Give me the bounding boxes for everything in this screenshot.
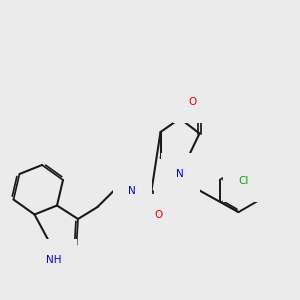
- Text: O: O: [189, 97, 197, 107]
- Text: N: N: [176, 169, 184, 179]
- Text: NH: NH: [46, 255, 62, 265]
- Text: H: H: [129, 178, 135, 187]
- Text: Cl: Cl: [239, 176, 249, 186]
- Text: O: O: [154, 209, 162, 220]
- Text: N: N: [128, 185, 136, 196]
